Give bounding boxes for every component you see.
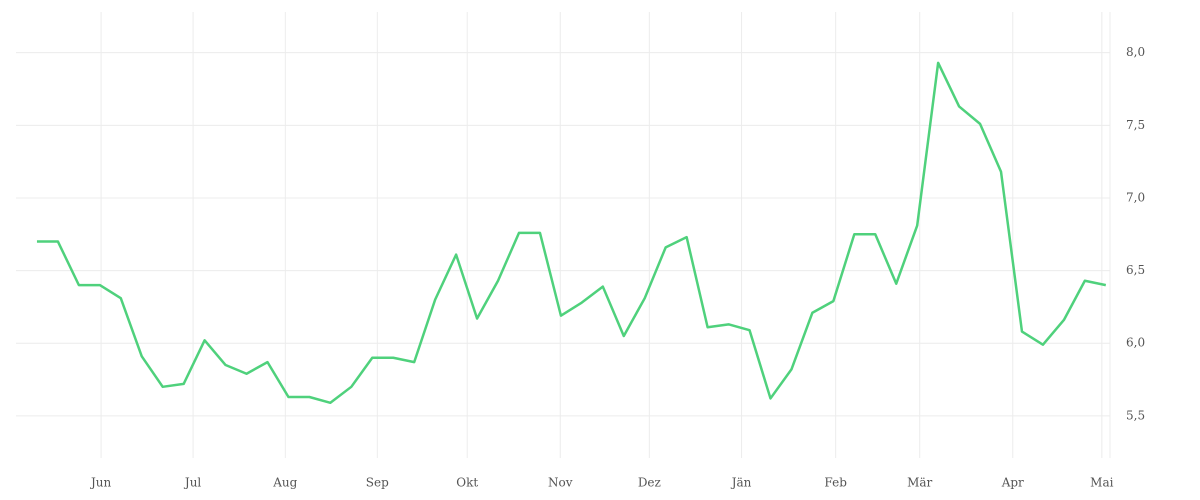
x-tick-label: Sep — [366, 476, 389, 490]
x-tick-label: Mai — [1090, 476, 1113, 490]
y-tick-label: 6,5 — [1126, 263, 1145, 277]
y-tick-label: 5,5 — [1126, 408, 1145, 422]
x-tick-label: Apr — [1001, 476, 1024, 490]
y-tick-label: 7,5 — [1126, 118, 1145, 132]
data-line — [36, 61, 1107, 405]
x-tick-label: Jul — [183, 476, 202, 490]
x-tick-label: Mär — [907, 476, 932, 490]
y-tick-label: 8,0 — [1126, 45, 1145, 59]
x-tick-label: Nov — [548, 476, 573, 490]
x-tick-label: Aug — [272, 476, 297, 490]
y-tick-label: 6,0 — [1126, 336, 1145, 350]
x-tick-label: Feb — [824, 476, 847, 490]
x-tick-label: Dez — [638, 476, 661, 490]
x-tick-label: Jun — [89, 476, 112, 490]
x-tick-label: Okt — [456, 476, 478, 490]
x-tick-label: Jän — [730, 476, 752, 490]
y-tick-label: 7,0 — [1126, 190, 1145, 204]
